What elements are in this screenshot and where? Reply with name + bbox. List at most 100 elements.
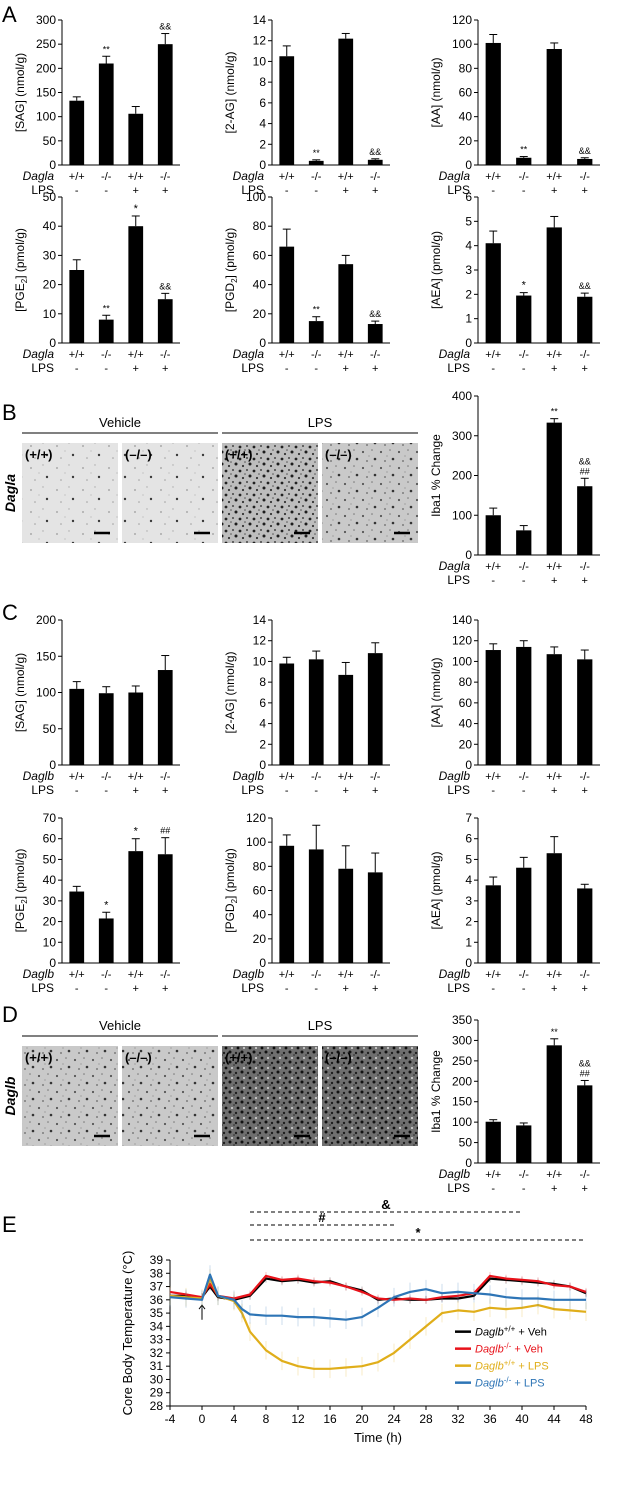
lps-tick-label: + <box>582 983 588 995</box>
bar <box>577 158 593 165</box>
strip-gene-label: Dagla <box>2 474 18 512</box>
legend-entry: Daglb-/- + Veh <box>475 1342 543 1356</box>
genotype-tick-label: -/- <box>580 771 591 783</box>
genotype-tick-label: +/+ <box>546 1169 562 1181</box>
y-tick-label: 3 <box>465 894 472 908</box>
lps-tick-label: - <box>104 983 108 995</box>
y-tick-label: 1 <box>465 935 472 949</box>
y-tick-label: 8 <box>259 75 266 89</box>
y-tick-label: 0 <box>465 758 472 772</box>
bar <box>69 100 85 165</box>
y-tick-label: 2 <box>259 737 266 751</box>
genotype-tick-label: +/+ <box>546 171 562 183</box>
genotype-tick-label: -/- <box>580 171 591 183</box>
genotype-tick-label: +/+ <box>279 969 295 981</box>
genotype-row-label: Daglb <box>439 769 471 783</box>
panel-label-a: A <box>2 2 17 27</box>
vehicle-label: Vehicle <box>99 415 141 430</box>
bar <box>128 851 144 963</box>
panel-label-c: C <box>2 600 18 625</box>
genotype-tick-label: +/+ <box>338 771 354 783</box>
y-tick-label: 80 <box>459 675 473 689</box>
y-tick-label: 2 <box>465 915 472 929</box>
y-tick-label: 100 <box>452 37 472 51</box>
genotype-tick-label: +/+ <box>338 969 354 981</box>
y-tick-label: 50 <box>459 1136 473 1150</box>
x-tick-label: 48 <box>579 1412 593 1426</box>
significance-label: ** <box>551 1027 559 1037</box>
micrograph-strip-dagla: Vehicle LPS (+/+) (–/–) (+/+) (–/–) Dagla <box>2 415 418 543</box>
y-tick-label: 0 <box>49 956 56 970</box>
strip-gene-label: Daglb <box>2 1076 18 1115</box>
significance-line-label: * <box>415 1225 421 1240</box>
genotype-tick-label: +/+ <box>69 171 85 183</box>
chart-c-sag: 0 50 100 150 200 [SAG] (nmol/g) +/+ - -/- - +/+ + -/… <box>13 613 180 797</box>
y-tick-label: 29 <box>150 1386 164 1400</box>
micrograph <box>122 443 218 543</box>
chart-a-aa: 0 20 40 60 80 100 120 [AA] (nmol/g) +/+ - ** -/- - +/… <box>429 13 600 197</box>
bar <box>546 49 562 165</box>
y-axis-label: [SAG] (nmol/g) <box>13 653 27 732</box>
y-tick-label: 4 <box>465 239 472 253</box>
lps-tick-label: - <box>285 983 289 995</box>
y-axis-label: [PGE2] (pmol/g) <box>13 849 29 933</box>
y-axis-label: [AEA] (pmol/g) <box>429 851 443 929</box>
bar <box>367 324 383 343</box>
genotype-tick-label: -/- <box>519 969 530 981</box>
lps-tick-label: - <box>491 1183 495 1195</box>
chart-a-pge2: 0 10 20 30 40 50 [PGE2] (pmol/g) +/+ - ** -/- - * +/+… <box>13 190 180 375</box>
genotype-tick-label: +/+ <box>128 969 144 981</box>
y-tick-label: 200 <box>36 61 56 75</box>
bar <box>279 246 295 343</box>
lps-row-label: LPS <box>241 361 264 375</box>
genotype-tick-label: -/- <box>580 561 591 573</box>
y-tick-label: 200 <box>452 1074 472 1088</box>
bar <box>69 891 85 963</box>
significance-label: ** <box>551 407 559 417</box>
legend-entry: Daglb-/- + LPS <box>475 1376 545 1390</box>
bar <box>577 296 593 343</box>
bar <box>98 63 114 165</box>
y-tick-label: 250 <box>36 37 56 51</box>
significance-label: && <box>369 147 381 157</box>
lps-tick-label: + <box>372 185 378 197</box>
bar <box>338 38 354 166</box>
lps-tick-label: + <box>343 363 349 375</box>
y-axis-label: [AA] (nmol/g) <box>429 57 443 127</box>
lps-tick-label: - <box>285 785 289 797</box>
y-tick-label: 35 <box>150 1306 164 1320</box>
lps-tick-label: + <box>372 363 378 375</box>
lps-tick-label: + <box>582 363 588 375</box>
lps-row-label: LPS <box>241 783 264 797</box>
y-tick-label: 150 <box>36 86 56 100</box>
genotype-row-label: Dagla <box>233 169 265 183</box>
lps-tick-label: + <box>343 983 349 995</box>
genotype-tick-label: +/+ <box>128 771 144 783</box>
micrograph <box>322 1046 418 1146</box>
genotype-tick-label: +/+ <box>69 771 85 783</box>
y-tick-label: 60 <box>253 884 267 898</box>
genotype-row-label: Daglb <box>23 769 55 783</box>
y-tick-label: 40 <box>43 219 57 233</box>
genotype-tick-label: -/- <box>370 969 381 981</box>
y-tick-label: 30 <box>43 894 57 908</box>
lps-tick-label: + <box>162 363 168 375</box>
y-tick-label: 5 <box>465 214 472 228</box>
micrograph-strip-daglb: Vehicle LPS (+/+) (–/–) (+/+) (–/–) Daglb <box>2 1018 418 1146</box>
y-tick-label: 34 <box>150 1319 164 1333</box>
lps-row-label: LPS <box>447 783 470 797</box>
y-tick-label: 40 <box>253 908 267 922</box>
genotype-tick-label: -/- <box>101 969 112 981</box>
x-tick-label: 0 <box>199 1412 206 1426</box>
bar <box>128 113 144 165</box>
bar <box>516 530 532 555</box>
bar <box>157 44 173 165</box>
bar <box>308 160 324 165</box>
lps-tick-label: + <box>551 185 557 197</box>
y-tick-label: 0 <box>49 758 56 772</box>
bar <box>546 227 562 343</box>
lps-tick-label: + <box>162 983 168 995</box>
bar <box>516 295 532 343</box>
bar <box>128 226 144 343</box>
